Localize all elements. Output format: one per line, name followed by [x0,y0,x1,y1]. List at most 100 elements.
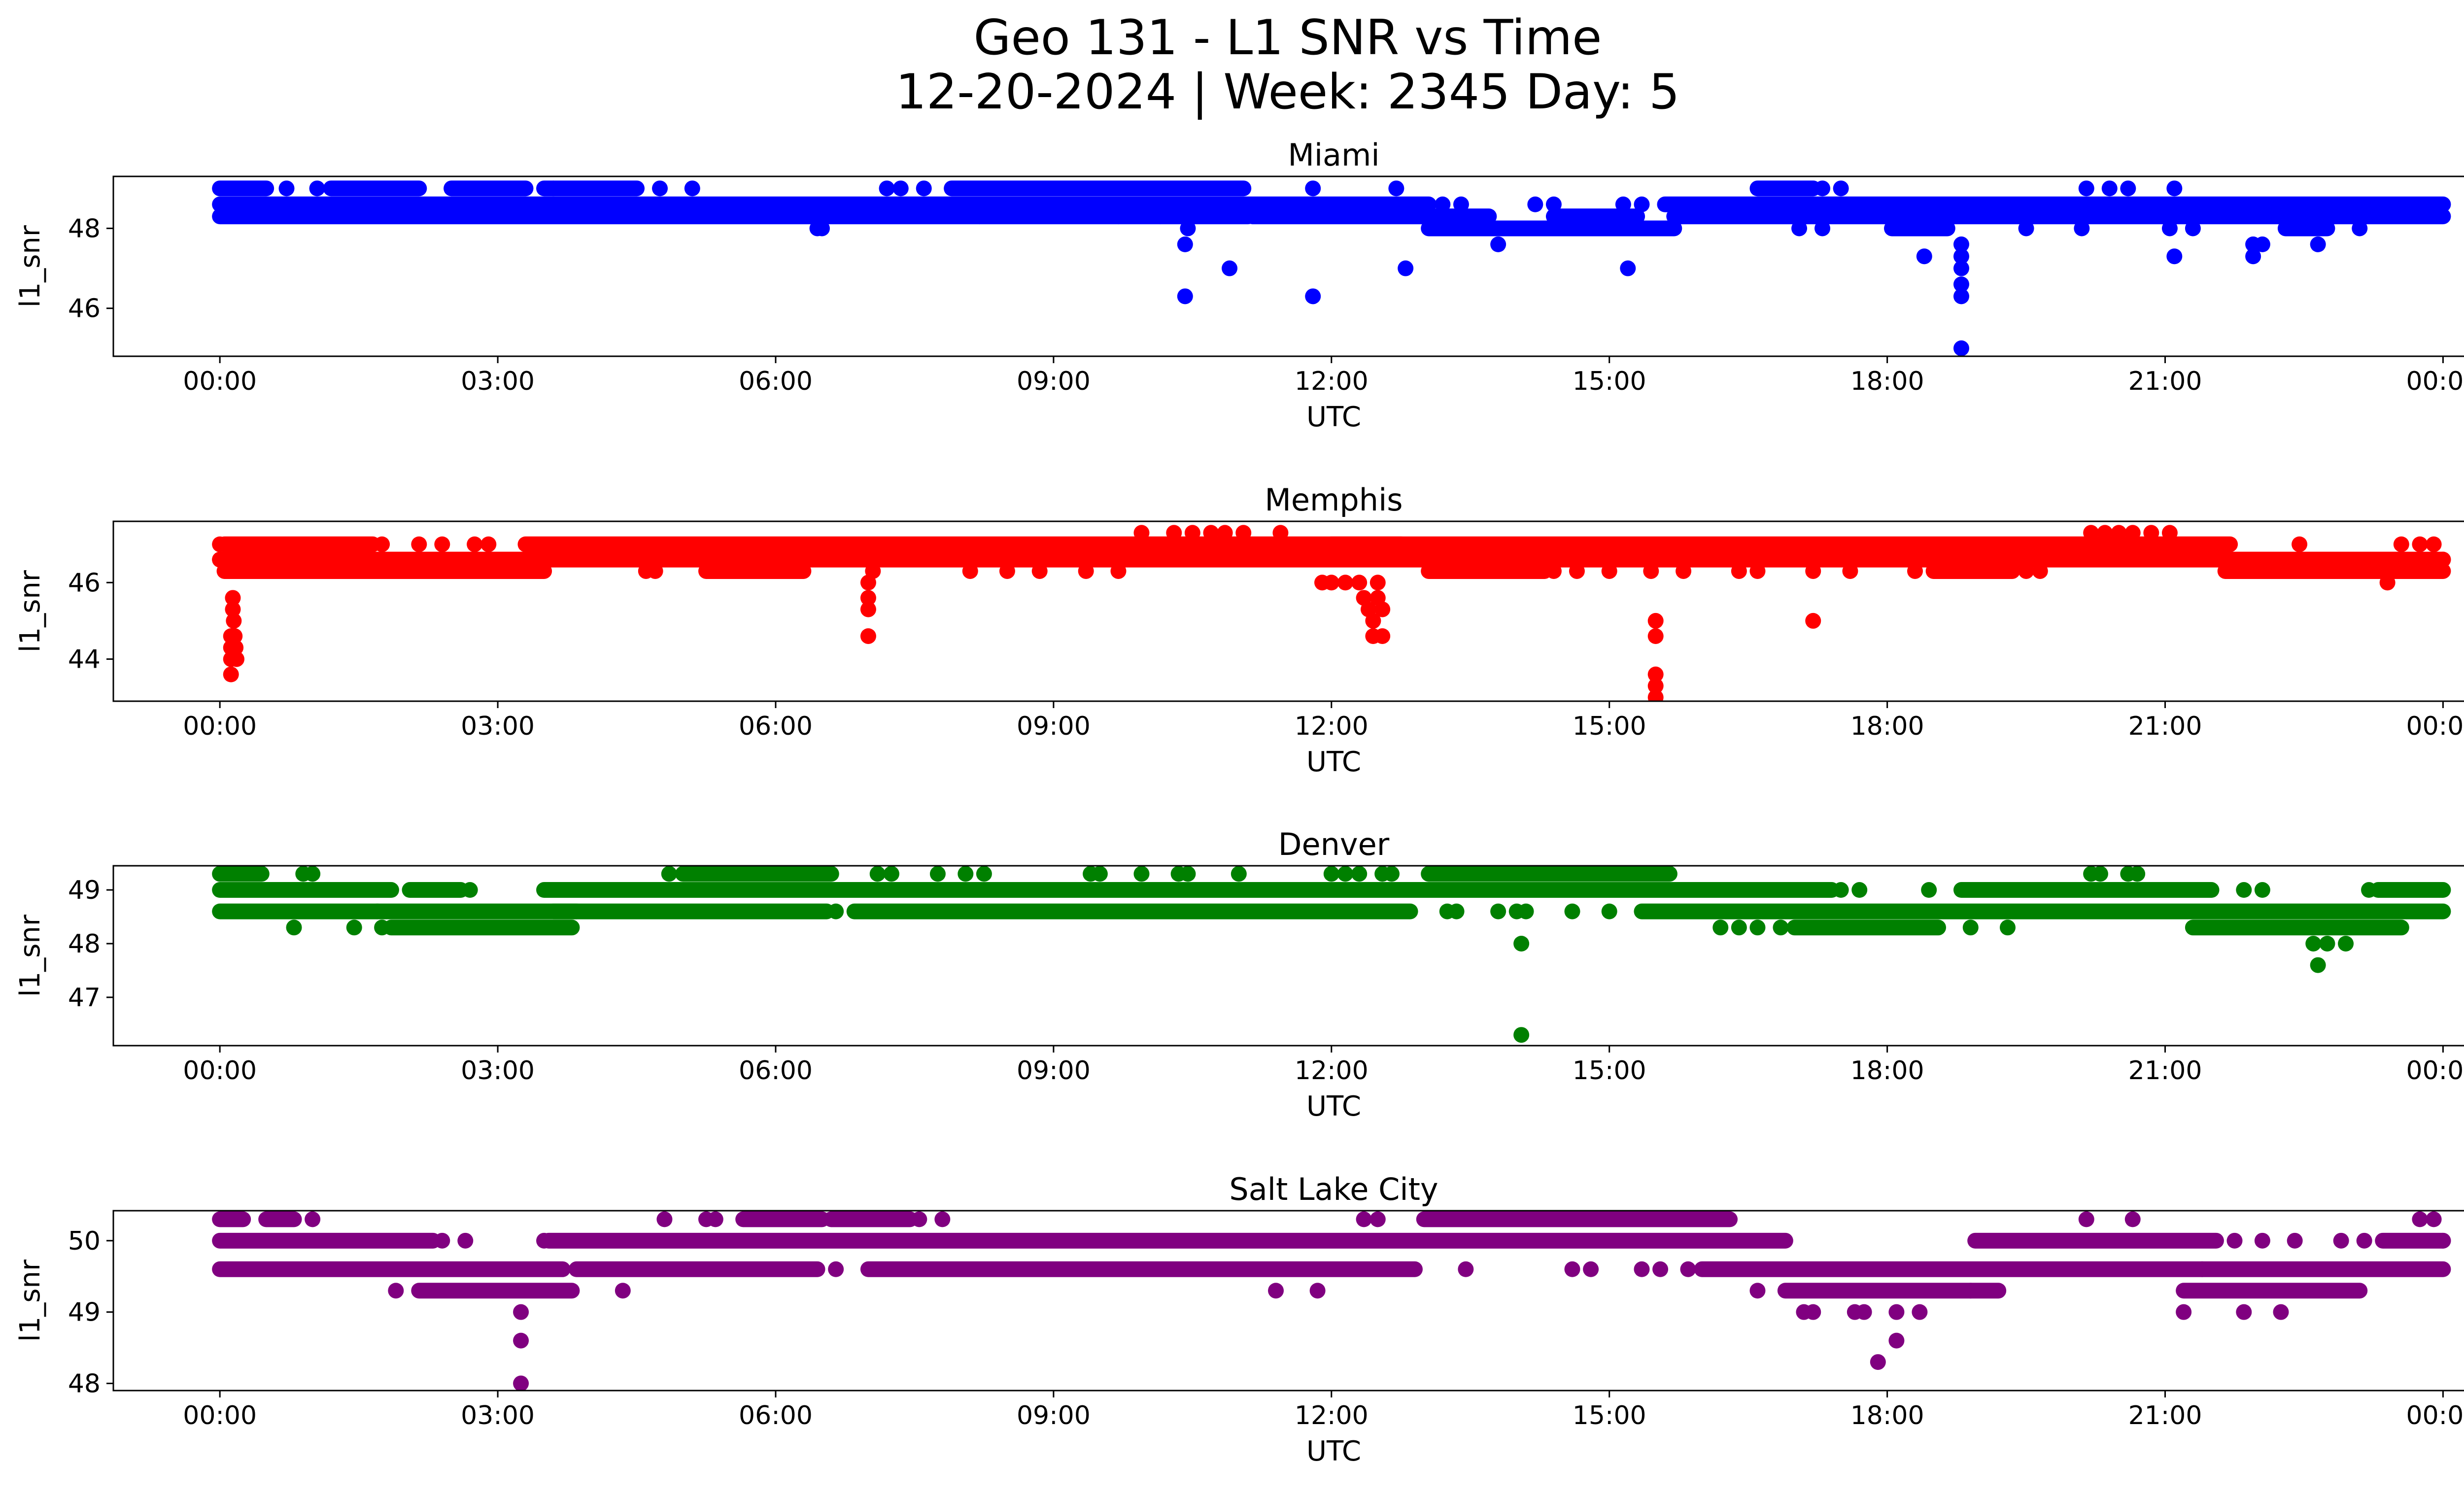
data-point [1749,1283,1766,1299]
data-point-band [1786,919,1947,936]
x-tick-label: 12:00 [1295,367,1369,396]
data-point [1152,208,1168,225]
data-point [2379,575,2396,591]
data-point-band [536,882,1437,898]
data-point [467,536,483,552]
data-point [879,180,895,197]
data-point [1962,919,1979,936]
data-point [1583,1261,1599,1277]
data-point [388,1283,404,1299]
data-point [1953,248,1969,265]
x-tick-label: 18:00 [1850,367,1924,396]
data-point-band [369,903,584,919]
data-point [911,1211,927,1227]
data-point [1272,525,1289,541]
data-point [2143,525,2159,541]
data-point-band [323,180,427,197]
data-point [225,590,241,606]
data-point [1814,220,1831,237]
y-axis-label: l1_snr [14,225,46,307]
data-point [2393,536,2409,552]
data-point [2101,180,2118,197]
subplot-miami: Miami 46 48 00:00 03:00 06:00 09:00 12:00 15:00 1… [14,137,2464,433]
data-point [929,866,946,882]
data-point [860,590,876,606]
data-point [1647,689,1664,701]
data-point [2287,1232,2303,1249]
data-point [545,180,561,197]
data-point [892,180,909,197]
data-point [305,866,321,882]
data-point [958,866,974,882]
x-tick-label: 00:00 [2406,367,2464,396]
data-point [1309,1283,1326,1299]
data-point [652,180,668,197]
x-axis-label: UTC [1306,401,1361,433]
data-point [2078,1211,2094,1227]
x-tick-label: 21:00 [2128,712,2202,741]
data-point [934,1211,951,1227]
x-axis-label: UTC [1306,746,1361,778]
subplot-title: Memphis [1265,482,1403,518]
data-point [1833,882,1849,898]
data-point [227,628,243,644]
x-tick-label: 18:00 [1850,1056,1924,1086]
x-tick-label: 21:00 [2128,1401,2202,1430]
data-point [462,882,478,898]
data-point [1888,1332,1905,1349]
data-point [1184,525,1200,541]
data-point [1953,236,1969,252]
data-point-band [2185,919,2409,936]
data-point [1337,575,1353,591]
data-point [661,866,677,882]
data-point [2292,536,2308,552]
data-point [2176,1304,2192,1320]
data-point [1203,525,1219,541]
data-point [1912,1304,1928,1320]
data-point [1634,1261,1650,1277]
data-point [1851,882,1868,898]
data-point-band [212,1261,571,1277]
data-point [513,1332,529,1349]
data-point [1388,180,1404,197]
data-point [1166,525,1182,541]
data-point-band [1421,208,1497,225]
data-point [1643,563,1659,579]
subplots: Miami 46 48 00:00 03:00 06:00 09:00 12:00 15:00 1… [14,137,2464,1467]
data-point [1564,1261,1580,1277]
data-point [374,919,390,936]
data-point [1601,903,1617,919]
data-point [1647,612,1664,629]
data-point [1110,563,1127,579]
data-point [656,1211,673,1227]
data-point [1888,1304,1905,1320]
data-point [2111,525,2127,541]
data-point [615,1283,631,1299]
data-point [2166,248,2183,265]
data-point [2074,220,2090,237]
data-point [1749,563,1766,579]
data-point [411,536,427,552]
data-point [225,601,241,617]
data-point [1435,196,1451,212]
data-point [1078,563,1094,579]
data-point-band [212,882,399,898]
data-point [2254,882,2270,898]
data-point [828,1261,844,1277]
data-point [1458,1261,1474,1277]
data-point [684,180,700,197]
data-point [2124,1211,2141,1227]
data-point [1513,1027,1530,1043]
data-point [1921,882,1937,898]
x-tick-label: 03:00 [461,712,535,741]
data-point [434,536,450,552]
data-point [1953,276,1969,292]
x-tick-label: 12:00 [1295,1056,1369,1086]
figure-title-line-1: Geo 131 - L1 SNR vs Time [974,10,1602,66]
data-point [1615,196,1631,212]
data-point [513,1375,529,1391]
data-point-band [568,1261,825,1277]
data-point [1647,666,1664,682]
y-tick-label: 47 [68,983,101,1013]
data-point-band [1694,1261,2451,1277]
